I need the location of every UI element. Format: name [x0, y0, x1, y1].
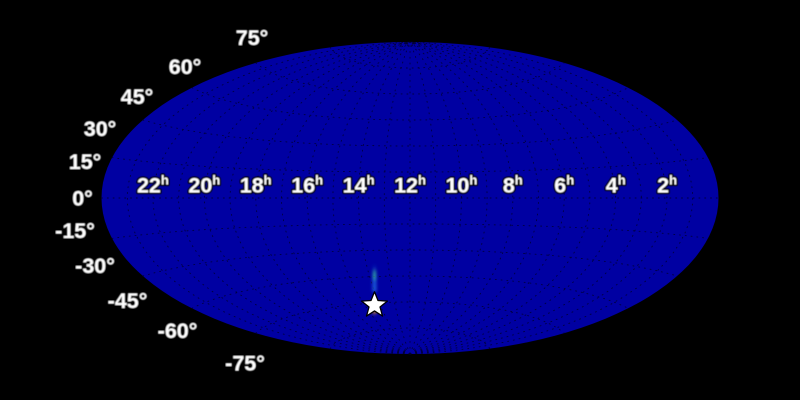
svg-text:60°: 60° — [169, 55, 202, 79]
svg-text:30°: 30° — [84, 117, 117, 141]
svg-text:-30°: -30° — [75, 254, 115, 278]
svg-text:-75°: -75° — [225, 352, 265, 376]
svg-text:-45°: -45° — [108, 289, 148, 313]
svg-text:-60°: -60° — [158, 319, 198, 343]
svg-text:45°: 45° — [121, 85, 154, 109]
svg-text:15°: 15° — [69, 150, 102, 174]
svg-text:-15°: -15° — [55, 219, 95, 243]
svg-text:75°: 75° — [236, 26, 269, 50]
svg-text:0°: 0° — [72, 187, 93, 211]
